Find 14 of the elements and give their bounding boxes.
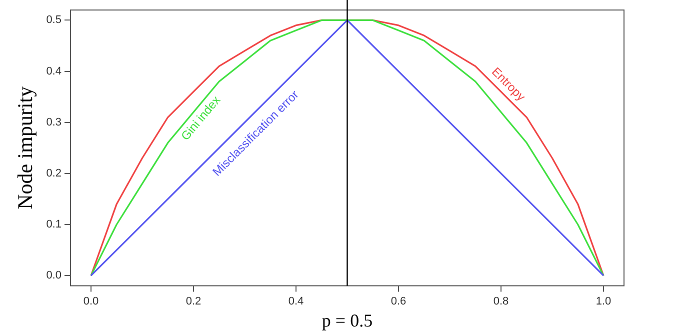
y-tick-label: 0.0 (46, 270, 62, 282)
y-axis-title: Node impurity (13, 86, 38, 210)
y-tick-label: 0.3 (46, 116, 62, 128)
y-tick-label: 0.1 (46, 218, 62, 231)
x-tick-label: 0.6 (390, 295, 406, 308)
ref-line-label: p = 0.5 (322, 310, 373, 331)
x-tick-label: 0.0 (83, 295, 99, 308)
y-tick-label: 0.4 (46, 65, 62, 78)
y-tick-label: 0.2 (46, 167, 62, 180)
x-tick-label: 0.2 (186, 295, 202, 308)
y-tick-label: 0.5 (46, 14, 62, 26)
x-tick-label: 0.8 (493, 295, 509, 308)
x-tick-label: 0.4 (288, 295, 304, 308)
x-tick-label: 1.0 (596, 295, 612, 308)
